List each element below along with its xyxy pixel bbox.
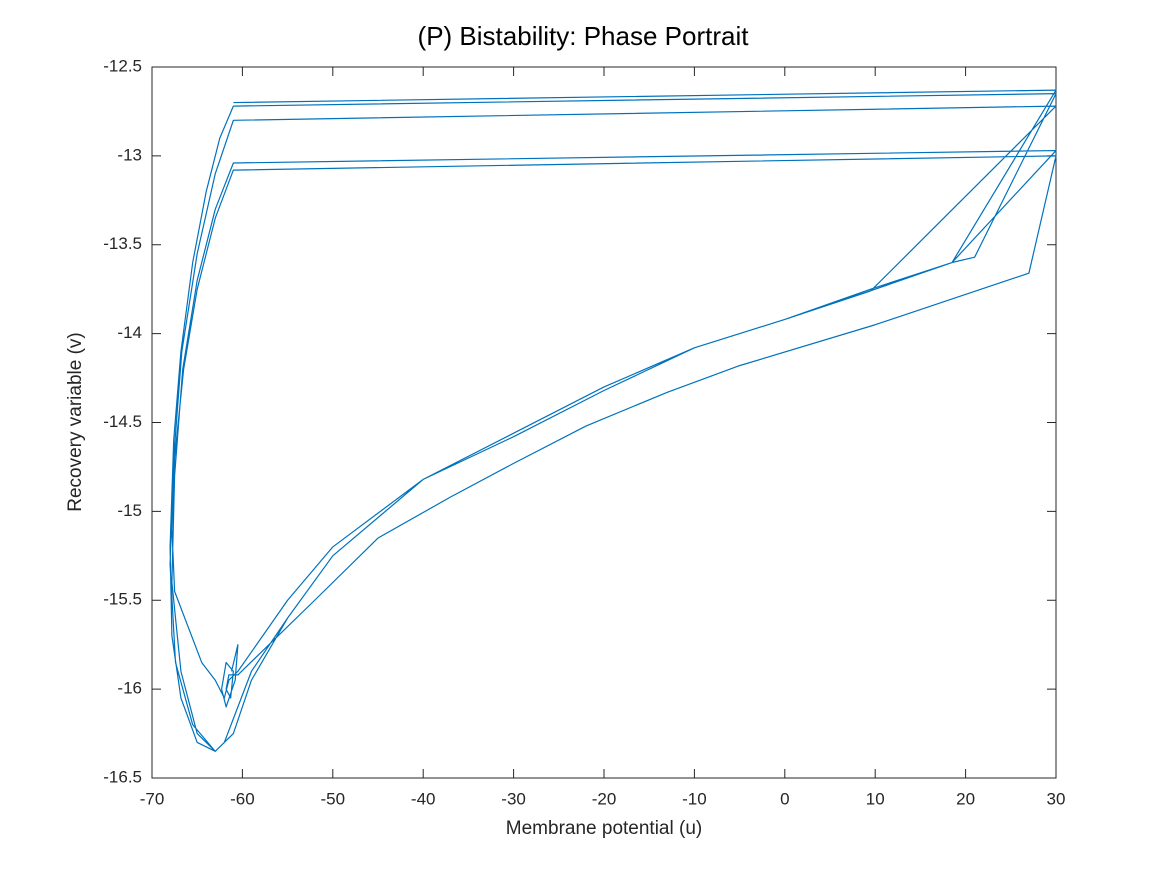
y-tick-label: -16 (117, 679, 142, 698)
trajectory-line (169, 89, 1057, 752)
y-tick-label: -15 (117, 501, 142, 520)
x-tick-label: 20 (956, 789, 975, 808)
x-tick-label: -50 (321, 789, 346, 808)
y-tick-label: -13.5 (103, 234, 142, 253)
y-tick-label: -15.5 (103, 590, 142, 609)
y-tick-label: -12.5 (103, 56, 142, 75)
y-tick-label: -14.5 (103, 412, 142, 431)
y-tick-label: -13 (117, 145, 142, 164)
x-tick-label: 30 (1047, 789, 1066, 808)
x-tick-label: -10 (682, 789, 707, 808)
y-axis-label: Recovery variable (v) (65, 332, 86, 512)
x-tick-label: 10 (866, 789, 885, 808)
x-tick-label: -70 (140, 789, 165, 808)
x-tick-label: -20 (592, 789, 617, 808)
x-tick-label: -40 (411, 789, 436, 808)
x-tick-label: 0 (780, 789, 789, 808)
y-tick-label: -16.5 (103, 767, 142, 786)
x-tick-label: -60 (230, 789, 255, 808)
y-tick-label: -14 (117, 323, 142, 342)
chart-title: (P) Bistability: Phase Portrait (418, 21, 750, 51)
x-axis-label: Membrane potential (u) (506, 818, 702, 839)
x-tick-label: -30 (501, 789, 526, 808)
